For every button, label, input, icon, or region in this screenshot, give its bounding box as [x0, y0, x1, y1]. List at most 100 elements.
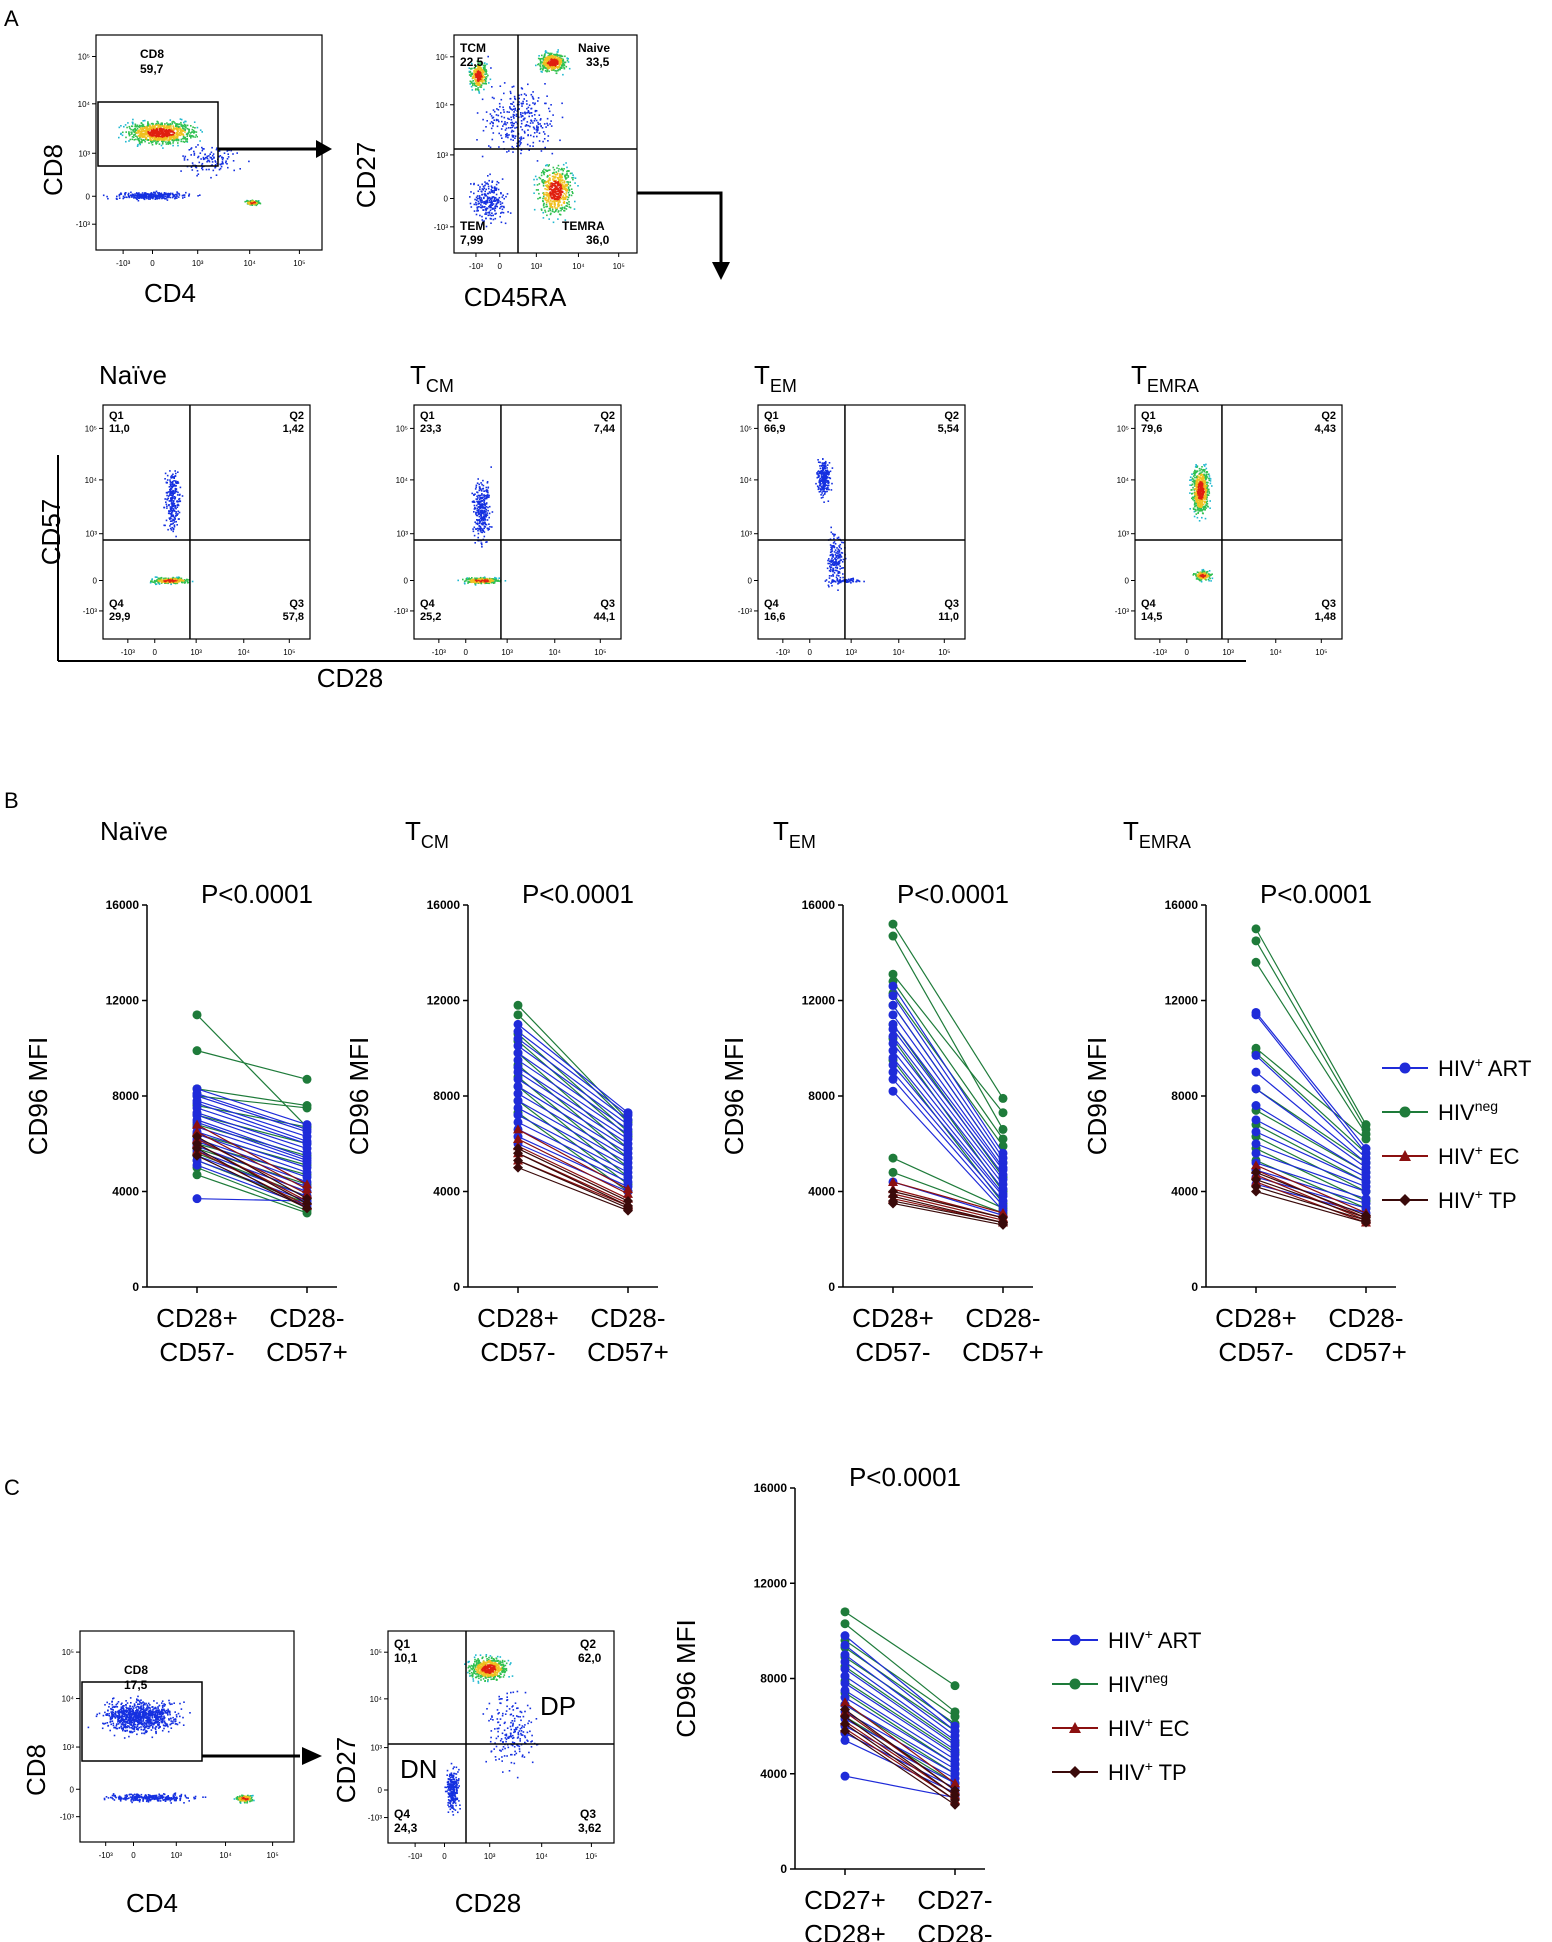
pair-line: [196, 1093, 308, 1130]
pair-line: [844, 1692, 956, 1765]
data-point: [192, 1194, 202, 1204]
data-pair: [1251, 1148, 1371, 1196]
legend-label: HIVneg: [1438, 1098, 1498, 1125]
pair-line: [892, 923, 1004, 1099]
line-chart: TCM P<0.0001 0 4000 8000 12000 16000 CD28+ CD57-…: [344, 816, 669, 1367]
legend-marker: [1069, 1634, 1081, 1646]
data-pair: [888, 931, 1008, 1134]
data-point: [888, 1024, 898, 1034]
pair-line: [196, 1174, 308, 1214]
pair-line: [517, 1038, 629, 1121]
data-pair: [192, 1126, 312, 1194]
pair-line: [1255, 1124, 1367, 1183]
quadrant-value: 1,42: [283, 423, 304, 435]
svg-text:10⁵: 10⁵: [283, 648, 295, 657]
pair-line: [844, 1716, 956, 1796]
quadrant-value: 7,99: [460, 233, 484, 247]
legend-item: HIV+ EC: [1382, 1142, 1520, 1169]
y-tick-label: 4000: [808, 1185, 835, 1199]
pair-line: [844, 1723, 956, 1801]
pair-line: [196, 1155, 308, 1197]
data-point: [840, 1650, 850, 1660]
data-pair: [840, 1662, 960, 1748]
pair-line: [517, 1143, 629, 1193]
quadrant-name: Q2: [600, 410, 615, 422]
flow-dots: [149, 470, 194, 586]
pair-line: [517, 1071, 629, 1145]
pair-line: [1255, 1119, 1367, 1178]
pair-line: [196, 1124, 308, 1157]
data-point: [888, 1176, 898, 1186]
pair-line: [1255, 1174, 1367, 1221]
x-tick-label: CD27+: [804, 1885, 886, 1915]
data-pair: [192, 1091, 312, 1137]
panel-letter-b: B: [4, 788, 19, 813]
quadrant-value: 36,0: [586, 233, 610, 247]
p-value: P<0.0001: [849, 1462, 961, 1492]
pair-line: [196, 1126, 308, 1164]
dn-label: DN: [400, 1754, 438, 1784]
data-pair: [192, 1091, 312, 1113]
pair-line: [844, 1730, 956, 1806]
svg-text:10⁵: 10⁵: [613, 262, 625, 271]
y-tick-label: 12000: [1165, 994, 1199, 1008]
y-axis-label: CD8: [38, 144, 68, 196]
pair-line: [1255, 1105, 1367, 1173]
svg-text:10³: 10³: [85, 530, 97, 539]
data-point: [192, 1126, 202, 1136]
legend-marker: [1399, 1194, 1411, 1206]
legend-item: HIVneg: [1052, 1670, 1168, 1697]
line-chart: TEM P<0.0001 0 4000 8000 12000 16000 CD28+ CD57-…: [719, 816, 1044, 1367]
chart-title: TEM: [773, 816, 816, 852]
data-point: [840, 1664, 850, 1674]
data-point: [888, 1067, 898, 1077]
quadrant-value: 11,0: [109, 423, 130, 435]
data-point: [302, 1188, 312, 1198]
pair-line: [196, 1119, 308, 1159]
pair-line: [892, 1028, 1004, 1176]
pair-line: [517, 1093, 629, 1159]
data-point: [888, 1074, 898, 1084]
data-point: [888, 1060, 898, 1070]
svg-text:0: 0: [444, 195, 449, 204]
data-point: [888, 1031, 898, 1041]
svg-text:10⁵: 10⁵: [436, 53, 448, 62]
pair-line: [844, 1725, 956, 1784]
data-point: [1251, 1050, 1261, 1060]
quadrant-value: 11,0: [938, 611, 959, 623]
legend-label: HIVneg: [1108, 1670, 1168, 1697]
legend-marker: [1069, 1722, 1081, 1733]
quadrant-value: 29,9: [109, 611, 130, 623]
quadrant-value: 23,3: [420, 423, 441, 435]
y-tick-label: 4000: [112, 1185, 139, 1199]
svg-text:10⁴: 10⁴: [572, 262, 585, 271]
pair-line: [892, 935, 1004, 1130]
y-tick-label: 4000: [1171, 1185, 1198, 1199]
quadrant-name: Q1: [109, 410, 124, 422]
svg-text:-10³: -10³: [83, 607, 98, 616]
cd8-gate: [97, 101, 219, 167]
quadrant-value: 62,0: [578, 1651, 602, 1665]
data-point: [1361, 1187, 1371, 1196]
quadrant-name: Q1: [420, 410, 435, 422]
data-pair: [513, 1041, 633, 1130]
data-point: [840, 1718, 850, 1729]
pair-line: [517, 1078, 629, 1150]
data-pair: [888, 1053, 1008, 1199]
x-tick-label: CD28+: [804, 1919, 886, 1942]
legend-item: HIV+ TP: [1382, 1186, 1517, 1213]
pair-line: [844, 1739, 956, 1794]
line-chart: TEMRA P<0.0001 0 4000 8000 12000 16000 CD28+ CD5…: [1082, 816, 1407, 1367]
pair-line: [892, 1004, 1004, 1164]
pair-line: [844, 1732, 956, 1789]
data-point: [1361, 1134, 1371, 1144]
quadrant-value: 1,48: [1315, 611, 1336, 623]
subset-title: Naïve: [99, 360, 167, 390]
data-pair: [1251, 936, 1371, 1134]
x-tick-label: CD57-: [1218, 1337, 1293, 1367]
data-point: [888, 1086, 898, 1096]
y-tick-label: 16000: [802, 898, 836, 912]
data-point: [840, 1685, 850, 1695]
pair-line: [892, 1057, 1004, 1195]
